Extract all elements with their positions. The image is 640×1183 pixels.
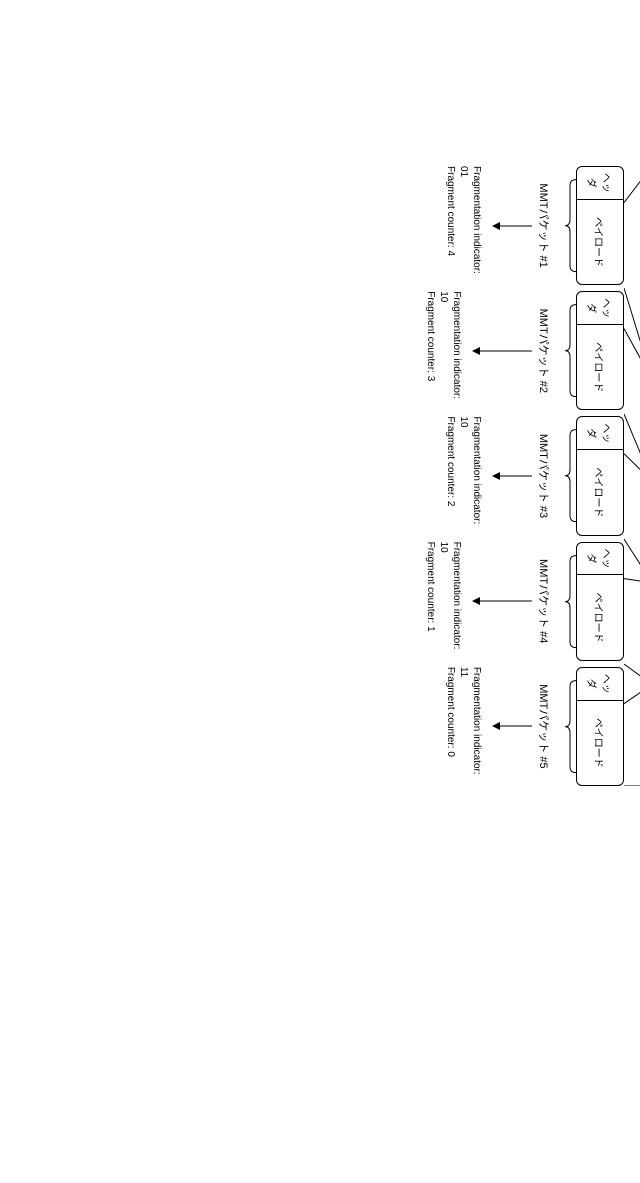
- fi-val-4: 10: [438, 542, 449, 553]
- fc-label: Fragment counter:: [445, 416, 456, 498]
- packet-2-fc: Fragment counter: 3: [424, 291, 437, 410]
- packet-4-fc: Fragment counter: 1: [424, 542, 437, 661]
- fi-val-3: 10: [458, 416, 469, 427]
- packet-5-payload: ペイロード: [577, 701, 623, 785]
- packet-3-fc: Fragment counter: 2: [444, 416, 457, 535]
- fi-label: Fragmentation indicator:: [471, 416, 482, 524]
- packet-5-box: ヘッダ ペイロード: [576, 667, 624, 786]
- packet-4-arrow: [467, 542, 532, 661]
- arrow-down-icon: [472, 345, 532, 357]
- brace-under-4: [564, 542, 576, 661]
- fc-val-1: 4: [445, 251, 456, 257]
- packet-4-label: MMTパケット #4: [536, 559, 552, 643]
- fi-label: Fragmentation indicator:: [451, 291, 462, 399]
- arrow-down-icon: [492, 720, 532, 732]
- fi-label: Fragmentation indicator:: [471, 166, 482, 274]
- packet-3-fraginfo: Fragmentation indicator: 10 Fragment cou…: [444, 416, 483, 535]
- packet-1-fraginfo: Fragmentation indicator: 01 Fragment cou…: [444, 166, 483, 285]
- fi-label: Fragmentation indicator:: [451, 542, 462, 650]
- packet-5-fi: Fragmentation indicator: 11: [457, 667, 483, 786]
- packet-3: ヘッダ ペイロード MMTパケット #3 Fragmentation indic…: [424, 416, 624, 535]
- brace-under-2: [564, 291, 576, 410]
- packet-3-fi: Fragmentation indicator: 10: [457, 416, 483, 535]
- packet-1-header: ヘッダ: [577, 167, 623, 200]
- packet-5-arrow: [487, 667, 532, 786]
- brace-under-3: [564, 416, 576, 535]
- packet-1-label: MMTパケット #1: [536, 183, 552, 267]
- packet-3-payload: ペイロード: [577, 450, 623, 534]
- fi-label: Fragmentation indicator:: [471, 667, 482, 775]
- packet-fragmentation-diagram: アクセスユニット = Data unit フラグメント #1 フラグメント #2…: [424, 166, 640, 786]
- packet-2-arrow: [467, 291, 532, 410]
- fc-val-4: 1: [425, 626, 436, 632]
- packet-2-label: MMTパケット #2: [536, 309, 552, 393]
- packet-2-fraginfo: Fragmentation indicator: 10 Fragment cou…: [424, 291, 463, 410]
- connector-lines: [624, 166, 640, 786]
- packet-3-arrow: [487, 416, 532, 535]
- brace-under-1: [564, 166, 576, 285]
- packet-2-fi: Fragmentation indicator: 10: [437, 291, 463, 410]
- arrow-down-icon: [492, 470, 532, 482]
- fc-val-2: 3: [425, 376, 436, 382]
- packet-4-box: ヘッダ ペイロード: [576, 542, 624, 661]
- packet-5-header: ヘッダ: [577, 668, 623, 701]
- brace-under-5: [564, 667, 576, 786]
- fi-val-1: 01: [458, 166, 469, 177]
- packet-1-arrow: [487, 166, 532, 285]
- packet-2: ヘッダ ペイロード MMTパケット #2 Fragmentation indic…: [424, 291, 624, 410]
- packet-1-fi: Fragmentation indicator: 01: [457, 166, 483, 285]
- fc-label: Fragment counter:: [445, 166, 456, 248]
- packet-3-header: ヘッダ: [577, 417, 623, 450]
- packet-1: ヘッダ ペイロード MMTパケット #1 Fragmentation indic…: [424, 166, 624, 285]
- packet-5-fraginfo: Fragmentation indicator: 11 Fragment cou…: [444, 667, 483, 786]
- fc-label: Fragment counter:: [445, 667, 456, 749]
- packet-2-header: ヘッダ: [577, 292, 623, 325]
- packet-4-payload: ペイロード: [577, 575, 623, 659]
- arrow-down-icon: [492, 220, 532, 232]
- fc-val-3: 2: [445, 501, 456, 507]
- packet-2-box: ヘッダ ペイロード: [576, 291, 624, 410]
- packet-1-fc: Fragment counter: 4: [444, 166, 457, 285]
- packets-row: ヘッダ ペイロード MMTパケット #1 Fragmentation indic…: [424, 166, 624, 786]
- fc-label: Fragment counter:: [425, 291, 436, 373]
- fi-val-2: 10: [438, 291, 449, 302]
- packet-3-box: ヘッダ ペイロード: [576, 416, 624, 535]
- packet-4-fi: Fragmentation indicator: 10: [437, 542, 463, 661]
- arrow-down-icon: [472, 595, 532, 607]
- packet-1-payload: ペイロード: [577, 200, 623, 284]
- packet-1-box: ヘッダ ペイロード: [576, 166, 624, 285]
- packet-4: ヘッダ ペイロード MMTパケット #4 Fragmentation indic…: [424, 542, 624, 661]
- fi-val-5: 11: [458, 667, 469, 677]
- packet-4-fraginfo: Fragmentation indicator: 10 Fragment cou…: [424, 542, 463, 661]
- packet-2-payload: ペイロード: [577, 325, 623, 409]
- packet-4-header: ヘッダ: [577, 543, 623, 576]
- packet-5-fc: Fragment counter: 0: [444, 667, 457, 786]
- packet-5: ヘッダ ペイロード MMTパケット #5 Fragmentation indic…: [424, 667, 624, 786]
- packet-5-label: MMTパケット #5: [536, 684, 552, 768]
- fc-label: Fragment counter:: [425, 542, 436, 624]
- packet-3-label: MMTパケット #3: [536, 434, 552, 518]
- fc-val-5: 0: [445, 751, 456, 757]
